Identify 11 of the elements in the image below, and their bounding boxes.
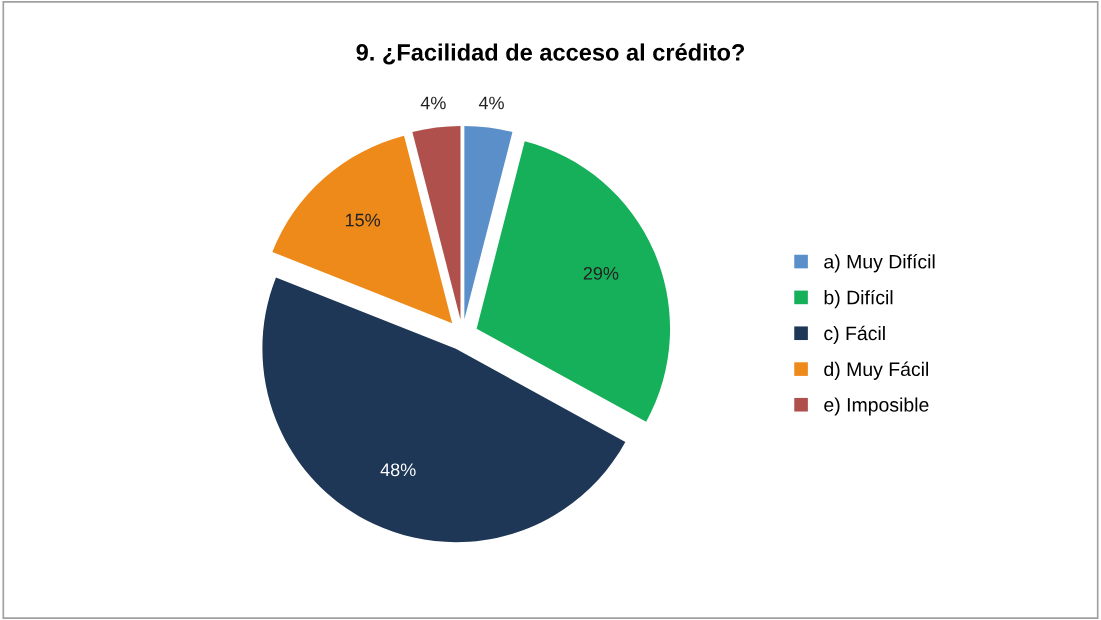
data-label: 48% [380,463,416,477]
data-label: 4% [420,96,446,110]
legend-label: c) Fácil [824,325,885,345]
legend-label: a) Muy Difícil [824,254,935,273]
data-label: 4% [478,96,504,110]
data-label: 29% [583,266,619,280]
legend-label: b) Difícil [824,289,893,309]
chart-title: 9. ¿Facilidad de acceso al crédito? [356,43,745,65]
data-label: 15% [345,213,381,227]
legend-label: e) Imposible [824,397,929,416]
legend-label: d) Muy Fácil [824,361,929,380]
